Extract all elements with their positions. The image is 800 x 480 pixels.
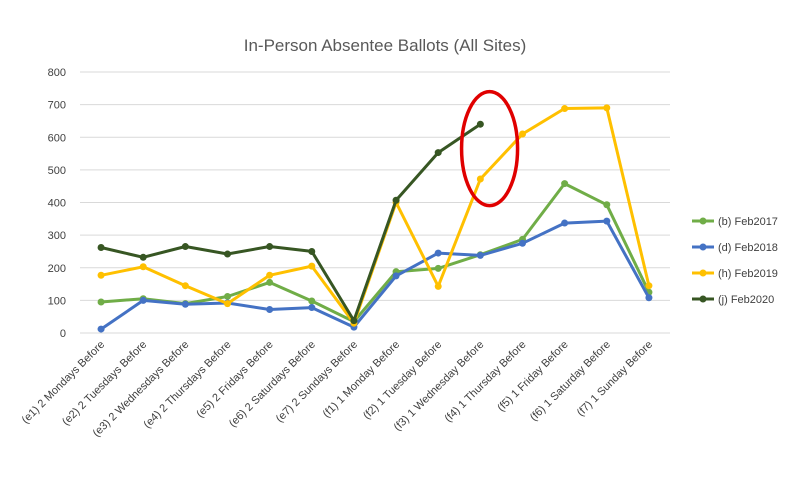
legend-label: (j) Feb2020 xyxy=(718,294,774,306)
series-line xyxy=(99,219,651,331)
data-point xyxy=(392,196,400,204)
data-point xyxy=(224,250,231,258)
series-line xyxy=(99,122,482,323)
chart-title: In-Person Absentee Ballots (All Sites) xyxy=(244,36,527,55)
data-point xyxy=(224,292,231,300)
data-point xyxy=(266,306,274,314)
data-point xyxy=(266,271,274,279)
data-point xyxy=(97,271,105,279)
y-tick-label: 0 xyxy=(60,328,66,340)
data-point xyxy=(139,253,147,261)
legend-marker xyxy=(699,295,707,303)
data-point xyxy=(434,264,442,272)
data-point xyxy=(476,120,484,128)
data-point xyxy=(392,272,400,280)
x-tick-label: (f1) 1 Monday Before xyxy=(321,339,403,421)
data-point xyxy=(603,104,611,112)
data-point xyxy=(181,282,189,290)
y-tick-label: 800 xyxy=(48,67,66,79)
legend-marker xyxy=(699,217,707,225)
data-point xyxy=(308,297,316,305)
y-tick-label: 200 xyxy=(48,263,66,275)
x-tick-label: (f6) 1 Saturday Before xyxy=(528,339,613,424)
series xyxy=(97,104,653,333)
highlight-ellipse xyxy=(459,89,520,208)
y-tick-label: 400 xyxy=(48,198,66,210)
data-point xyxy=(308,304,316,312)
y-tick-label: 700 xyxy=(48,100,66,112)
data-point xyxy=(603,217,611,225)
data-point xyxy=(308,262,316,270)
y-axis-ticks: 0 100 200 300 400 500 600 700 800 xyxy=(48,67,66,340)
data-point xyxy=(266,278,274,286)
data-point xyxy=(308,247,316,255)
data-point xyxy=(266,243,274,251)
x-tick-label: (f4) 1 Thursday Before xyxy=(442,339,528,425)
data-point xyxy=(519,239,526,247)
data-point xyxy=(434,149,442,157)
series-line xyxy=(99,182,651,324)
legend-marker xyxy=(699,269,707,277)
legend-item: (d) Feb2018 xyxy=(692,242,778,254)
x-tick-label: (f2) 1 Tuesday Before xyxy=(361,339,444,422)
legend: (b) Feb2017 (d) Feb2018 (h) Feb2019 (j) Feb… xyxy=(692,216,778,306)
legend-label: (b) Feb2017 xyxy=(718,216,778,228)
y-tick-label: 600 xyxy=(48,132,66,144)
data-point xyxy=(434,282,442,290)
data-point xyxy=(476,175,484,183)
data-point xyxy=(181,300,189,308)
data-point xyxy=(350,317,358,325)
data-point xyxy=(139,296,147,304)
y-tick-label: 100 xyxy=(48,295,66,307)
legend-label: (h) Feb2019 xyxy=(718,268,778,280)
data-point xyxy=(139,263,147,271)
data-point xyxy=(97,244,105,252)
data-point xyxy=(476,251,484,259)
y-tick-label: 500 xyxy=(48,165,66,177)
data-point xyxy=(434,249,442,257)
x-tick-label: (f5) 1 Friday Before xyxy=(495,339,570,414)
series-line xyxy=(99,106,651,325)
data-point xyxy=(561,219,569,227)
legend-item: (h) Feb2019 xyxy=(692,268,778,280)
x-axis-ticks: (e1) 2 Mondays Before(e2) 2 Tuesdays Bef… xyxy=(20,339,655,440)
data-point xyxy=(561,105,569,113)
x-tick-label: (e7) 2 Sundays Before xyxy=(274,339,360,425)
annotations xyxy=(459,89,520,208)
legend-item: (j) Feb2020 xyxy=(692,294,774,306)
data-point xyxy=(181,243,189,251)
series-1 xyxy=(97,217,653,333)
legend-marker xyxy=(699,243,707,251)
data-point xyxy=(645,294,653,302)
x-tick-label: (e5) 2 Fridays Before xyxy=(194,339,276,421)
x-tick-label: (e1) 2 Mondays Before xyxy=(20,339,108,427)
series-3 xyxy=(97,120,484,325)
gridlines xyxy=(80,71,670,334)
data-point xyxy=(561,180,569,188)
data-point xyxy=(603,201,611,209)
data-point xyxy=(97,298,105,306)
x-tick-label: (f7) 1 Sunday Before xyxy=(575,339,655,419)
data-point xyxy=(645,282,653,290)
legend-label: (d) Feb2018 xyxy=(718,242,778,254)
data-point xyxy=(519,130,526,138)
y-tick-label: 300 xyxy=(48,230,66,242)
data-point xyxy=(224,300,231,308)
data-point xyxy=(97,325,105,333)
x-tick-label: (e6) 2 Saturdays Before xyxy=(227,339,318,430)
legend-item: (b) Feb2017 xyxy=(692,216,778,228)
x-tick-label: (e2) 2 Tuesdays Before xyxy=(60,339,149,428)
